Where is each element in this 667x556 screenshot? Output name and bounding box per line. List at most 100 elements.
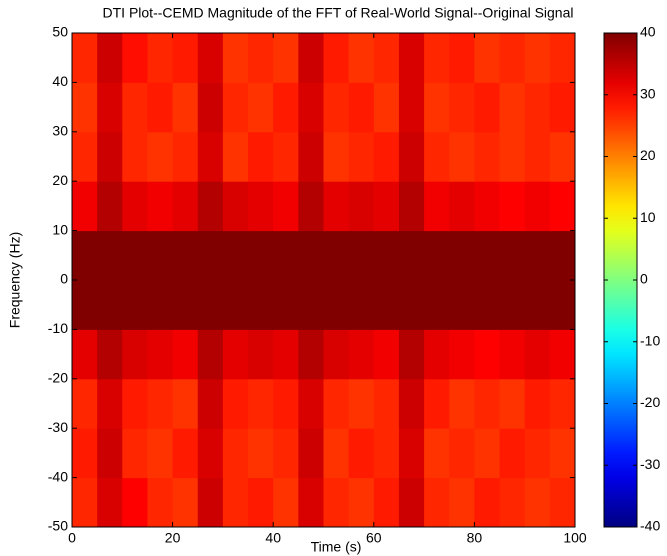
heat-cell xyxy=(323,329,350,380)
heat-cell xyxy=(449,181,475,232)
heat-cell xyxy=(298,280,324,330)
heat-cell xyxy=(298,378,324,429)
heat-cell xyxy=(222,230,249,281)
heat-cell xyxy=(248,33,274,83)
heat-cell xyxy=(72,428,98,479)
heat-cell xyxy=(348,477,375,528)
heat-cell xyxy=(398,378,425,429)
heat-cell xyxy=(197,230,224,281)
x-tick-label: 0 xyxy=(68,530,76,546)
heat-cell xyxy=(424,280,450,330)
heat-cell xyxy=(499,230,526,281)
heat-cell xyxy=(273,329,299,380)
heat-cell xyxy=(222,428,249,479)
heat-cell xyxy=(248,428,274,479)
heat-cell xyxy=(248,378,274,429)
heat-cell xyxy=(398,230,425,281)
heat-cell xyxy=(273,33,299,83)
heat-cell xyxy=(147,428,174,479)
heat-cell xyxy=(549,181,576,232)
y-tick-label: 10 xyxy=(52,221,68,237)
heat-cell xyxy=(524,181,551,232)
heat-cell xyxy=(172,131,199,182)
heat-cell xyxy=(72,181,98,232)
heat-cell xyxy=(248,230,274,281)
heat-cell xyxy=(273,280,299,330)
y-tick-label: 20 xyxy=(52,172,68,188)
heat-cell xyxy=(72,329,98,380)
heat-cell xyxy=(122,181,148,232)
heat-cell xyxy=(449,82,475,133)
heat-cell xyxy=(499,477,526,528)
y-tick-label: -30 xyxy=(48,419,68,435)
heat-cell xyxy=(424,131,450,182)
heat-cell xyxy=(424,428,450,479)
heat-cell xyxy=(449,131,475,182)
y-tick-label: 0 xyxy=(60,271,68,287)
x-tick-label: 60 xyxy=(366,530,382,546)
heat-cell xyxy=(524,33,551,83)
heat-cell xyxy=(424,181,450,232)
y-tick-label: -10 xyxy=(48,320,68,336)
heat-cell xyxy=(499,33,526,83)
heat-cell xyxy=(449,378,475,429)
heat-cell xyxy=(424,329,450,380)
heat-cell xyxy=(172,378,199,429)
heat-cell xyxy=(273,378,299,429)
heat-cell xyxy=(499,181,526,232)
heat-cell xyxy=(524,280,551,330)
heat-cell xyxy=(449,280,475,330)
heat-cell xyxy=(398,131,425,182)
heat-cell xyxy=(524,230,551,281)
y-tick-label: 50 xyxy=(52,24,68,40)
heat-cell xyxy=(122,378,148,429)
heat-cell xyxy=(97,82,123,133)
heat-cell xyxy=(147,230,174,281)
heat-cell xyxy=(524,378,551,429)
heat-cell xyxy=(172,82,199,133)
heat-cell xyxy=(222,131,249,182)
heat-cell xyxy=(348,181,375,232)
x-tick-label: 80 xyxy=(467,530,483,546)
heat-cell xyxy=(474,280,501,330)
heat-cell xyxy=(474,477,501,528)
heat-cell xyxy=(222,82,249,133)
heat-cell xyxy=(524,477,551,528)
heat-cell xyxy=(499,131,526,182)
heat-cell xyxy=(298,33,324,83)
heat-cell xyxy=(222,280,249,330)
heat-cell xyxy=(549,82,576,133)
heat-cell xyxy=(373,378,400,429)
heat-cell xyxy=(549,131,576,182)
heat-cell xyxy=(499,378,526,429)
heat-cell xyxy=(348,33,375,83)
heat-cell xyxy=(424,33,450,83)
heat-cell xyxy=(273,82,299,133)
colorbar-tick-label: -40 xyxy=(640,518,660,534)
heat-cell xyxy=(398,280,425,330)
heat-cell xyxy=(248,280,274,330)
y-tick-label: -50 xyxy=(48,518,68,534)
heat-cell xyxy=(348,378,375,429)
heat-cell xyxy=(474,230,501,281)
heat-cell xyxy=(323,230,350,281)
heat-cell xyxy=(398,82,425,133)
y-tick-label: -20 xyxy=(48,370,68,386)
colorbar-tick-label: -10 xyxy=(640,332,660,348)
heat-cell xyxy=(298,230,324,281)
heat-cell xyxy=(222,477,249,528)
heat-cell xyxy=(398,181,425,232)
heat-cell xyxy=(197,477,224,528)
heat-cell xyxy=(499,82,526,133)
heat-cell xyxy=(298,181,324,232)
heat-cell xyxy=(323,131,350,182)
heat-cell xyxy=(449,477,475,528)
heat-cell xyxy=(499,329,526,380)
heat-cell xyxy=(549,230,576,281)
heat-cell xyxy=(72,280,98,330)
heat-cell xyxy=(197,329,224,380)
colorbar-tick-label: 10 xyxy=(640,209,656,225)
heat-cell xyxy=(474,378,501,429)
heat-cell xyxy=(122,428,148,479)
heat-cell xyxy=(122,280,148,330)
